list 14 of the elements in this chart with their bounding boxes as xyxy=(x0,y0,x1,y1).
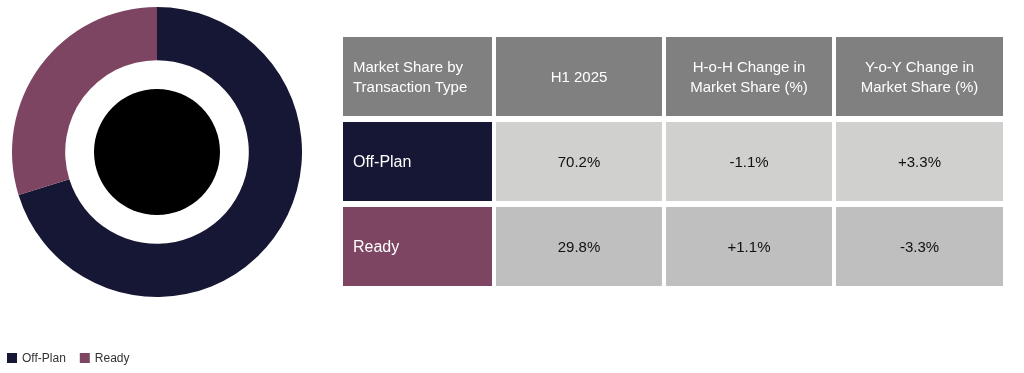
legend-label: Ready xyxy=(94,351,130,365)
category-label: H-o-H Change in Market Share (%) xyxy=(666,37,832,116)
category-label: Off-Plan xyxy=(353,152,412,170)
category-label: Y-o-Y Change in Market Share (%) xyxy=(836,37,1003,116)
text: Market Share by Transaction Type xyxy=(343,37,492,116)
text: +3.3% xyxy=(898,153,941,170)
category-label: Ready xyxy=(353,237,400,255)
text: +1.1% xyxy=(727,238,771,255)
legend-label: Off-Plan xyxy=(22,351,66,365)
text: -3.3% xyxy=(899,238,940,255)
text: 29.8% xyxy=(557,238,601,255)
category-label: H1 2025 xyxy=(496,37,662,116)
text: 70.2% xyxy=(557,153,601,170)
text: -1.1% xyxy=(729,153,769,170)
